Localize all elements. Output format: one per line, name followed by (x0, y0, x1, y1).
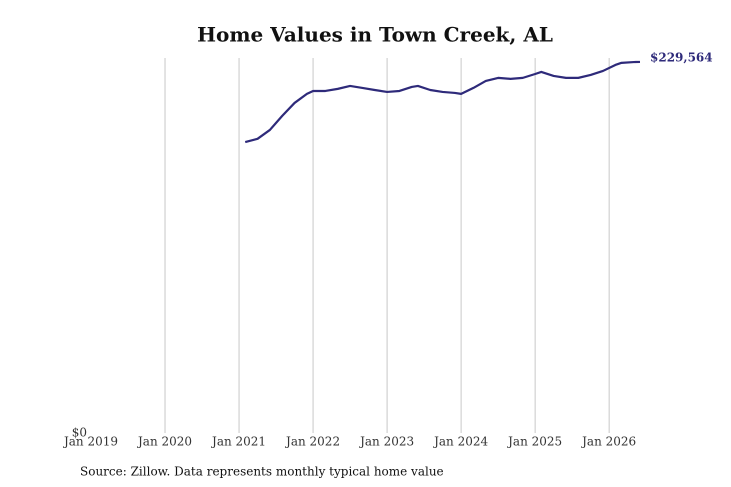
x-tick-label: Jan 2021 (210, 435, 266, 449)
x-tick-label: Jan 2023 (358, 435, 414, 449)
x-tick-label: Jan 2024 (432, 435, 488, 449)
end-value-label: $229,564 (650, 50, 713, 64)
x-tick-label: Jan 2019 (62, 435, 118, 449)
line-series (244, 60, 641, 144)
x-tick-label: Jan 2025 (506, 435, 562, 449)
x-tick-label: Jan 2022 (284, 435, 340, 449)
x-tick-label: Jan 2020 (136, 435, 192, 449)
y-tick-label: $0 (72, 426, 87, 440)
x-tick-label: Jan 2026 (580, 435, 636, 449)
source-note: Source: Zillow. Data represents monthly … (80, 465, 444, 479)
chart-title: Home Values in Town Creek, AL (197, 23, 553, 47)
